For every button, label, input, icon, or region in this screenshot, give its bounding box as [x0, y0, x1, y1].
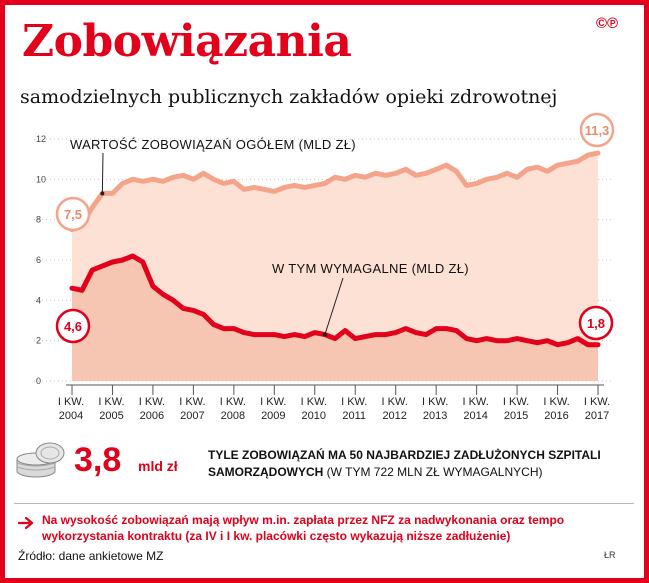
total-end-bubble-circle: [579, 112, 615, 148]
x-tick-label-year: 2017: [585, 410, 609, 422]
x-tick-label-quarter: I KW.: [301, 396, 327, 408]
total-leader-dot: [100, 191, 105, 196]
highlight-note-normal: (W TYM 722 MLN ZŁ WYMAGALNYCH): [326, 465, 543, 479]
x-tick-label-year: 2009: [261, 410, 285, 422]
footnote: Na wysokość zobowiązań mają wpływ m.in. …: [42, 513, 565, 543]
x-tick-label-year: 2012: [382, 410, 406, 422]
overdue-start-bubble-circle: [55, 308, 91, 344]
y-axis-ticks: 0 2 4 6 8 10 12: [36, 134, 46, 386]
x-tick-label-quarter: I KW.: [98, 396, 124, 408]
overdue-line: [69, 253, 601, 348]
source-note: Źródło: dane ankietowe MZ: [18, 549, 164, 563]
x-tick-label-year: 2004: [59, 410, 83, 422]
x-tick-label-quarter: I KW.: [139, 396, 165, 408]
total-line: [69, 150, 601, 233]
x-tick-label-quarter: I KW.: [543, 396, 569, 408]
x-tick-label-quarter: I KW.: [422, 396, 448, 408]
x-axis: I KW. 2004 I KW. 2005 I KW. 2006 I KW. 2007 I KW…: [58, 384, 610, 422]
x-tick-label-year: 2016: [544, 410, 568, 422]
x-tick-label-year: 2011: [342, 410, 366, 422]
x-tick-label-quarter: I KW.: [584, 396, 610, 408]
x-tick-label-quarter: I KW.: [220, 396, 246, 408]
chart-areas: [72, 153, 598, 381]
arrow-right-icon: [18, 516, 34, 530]
page-title: Zobowiązania: [22, 16, 352, 67]
x-tick-label-quarter: I KW.: [503, 396, 529, 408]
overdue-end-bubble-circle: [578, 305, 614, 341]
y-tick-label: 6: [36, 255, 41, 265]
total-end-bubble-label: 11,3: [585, 123, 610, 138]
highlight-note: TYLE ZOBOWIĄZAŃ MA 50 NAJBARDZIEJ ZADŁUŻ…: [208, 447, 628, 481]
overdue-start-bubble-label: 4,6: [64, 319, 82, 334]
total-start-bubble-circle: [55, 196, 91, 232]
page-subtitle: samodzielnych publicznych zakładów opiek…: [20, 86, 558, 108]
x-tick-label-quarter: I KW.: [382, 396, 408, 408]
coins-icon: [16, 442, 65, 478]
x-tick-label-quarter: I KW.: [341, 396, 367, 408]
x-tick-label-quarter: I KW.: [260, 396, 286, 408]
highlight-unit: mld zł: [138, 458, 178, 474]
x-tick-label-quarter: I KW.: [462, 396, 488, 408]
overdue-end-bubble-label: 1,8: [587, 316, 605, 331]
x-tick-label-year: 2006: [140, 410, 164, 422]
x-tick-label-year: 2015: [504, 410, 528, 422]
x-tick-label-quarter: I KW.: [179, 396, 205, 408]
author-initials: ŁR: [604, 550, 616, 560]
y-tick-label: 2: [36, 336, 41, 346]
total-series-label: WARTOŚĆ ZOBOWIĄZAŃ OGÓŁEM (MLD ZŁ): [70, 137, 356, 152]
overdue-leader-dot: [322, 332, 327, 337]
total-leader-line: [101, 152, 104, 194]
x-tick-label-year: 2005: [99, 410, 123, 422]
highlight-value: 3,8: [74, 441, 122, 479]
overdue-area: [72, 256, 598, 381]
x-tick-label-year: 2008: [221, 410, 245, 422]
y-tick-label: 12: [36, 134, 46, 144]
chart-annotations: WARTOŚĆ ZOBOWIĄZAŃ OGÓŁEM (MLD ZŁ) W TYM …: [55, 112, 615, 344]
highlight-note-bold: TYLE ZOBOWIĄZAŃ MA 50 NAJBARDZIEJ ZADŁUŻ…: [208, 448, 601, 479]
x-tick-label-year: 2013: [423, 410, 447, 422]
y-tick-label: 8: [36, 215, 41, 225]
x-tick-label-year: 2007: [180, 410, 204, 422]
x-tick-label-quarter: I KW.: [58, 396, 84, 408]
x-tick-label-year: 2014: [463, 410, 487, 422]
overdue-leader-line: [324, 277, 344, 335]
y-tick-label: 4: [36, 295, 41, 305]
y-tick-label: 0: [36, 376, 41, 386]
chart-lines: [69, 150, 601, 348]
divider: [14, 503, 634, 504]
total-area: [72, 153, 598, 345]
y-tick-label: 10: [36, 174, 46, 184]
x-tick-label-year: 2010: [302, 410, 326, 422]
total-start-bubble-label: 7,5: [64, 207, 82, 222]
copyright-mark: ©℗: [596, 15, 619, 32]
overdue-series-label: W TYM WYMAGALNE (MLD ZŁ): [272, 261, 469, 276]
